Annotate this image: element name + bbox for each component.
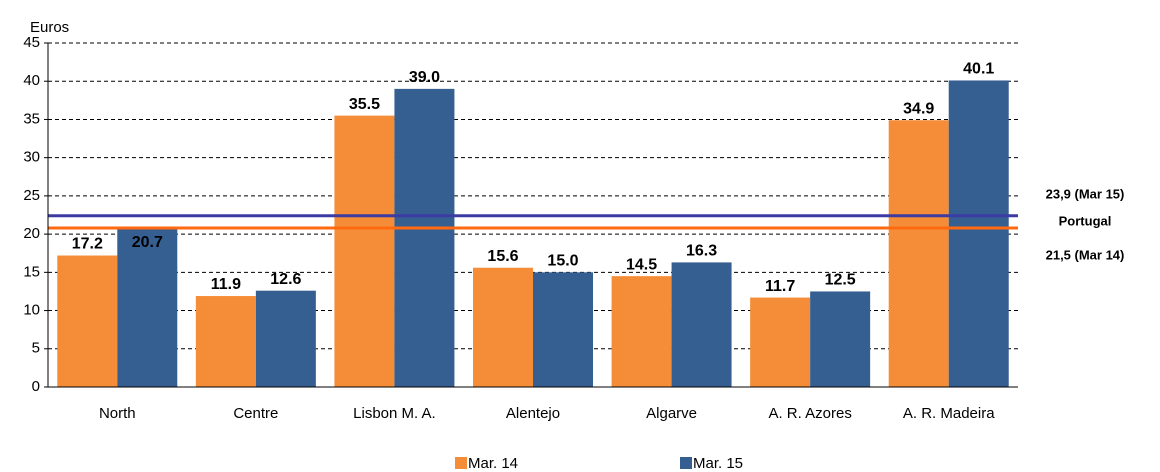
annotation: 21,5 (Mar 14) — [1046, 247, 1125, 262]
legend-label: Mar. 14 — [468, 455, 518, 472]
value-label: 15.6 — [487, 248, 518, 265]
bar — [671, 262, 732, 387]
value-label: 11.9 — [211, 276, 241, 293]
bar — [195, 296, 256, 387]
x-tick-label: North — [99, 405, 136, 422]
bar — [948, 80, 1009, 388]
y-tick-label: 15 — [23, 263, 40, 280]
value-label: 15.0 — [547, 253, 578, 270]
x-tick-label: A. R. Azores — [768, 405, 851, 422]
value-label: 14.5 — [626, 256, 657, 273]
bar — [611, 276, 672, 387]
y-tick-label: 10 — [23, 302, 40, 319]
bar — [394, 88, 455, 387]
y-tick-label: 25 — [23, 187, 40, 204]
y-tick-label: 30 — [23, 149, 40, 166]
value-label: 11.7 — [765, 278, 795, 295]
y-tick-label: 0 — [32, 378, 40, 395]
value-label: 16.3 — [686, 243, 717, 260]
bar — [533, 272, 593, 387]
value-label: 20.7 — [132, 234, 163, 251]
legend-swatch — [680, 457, 692, 469]
x-tick-label: Centre — [233, 405, 278, 422]
bar — [255, 290, 316, 387]
bar — [473, 267, 533, 387]
value-label: 40.1 — [963, 61, 994, 78]
bar — [750, 297, 811, 387]
value-label: 34.9 — [903, 100, 934, 117]
annotation: 23,9 (Mar 15) — [1046, 186, 1125, 201]
value-label: 12.6 — [270, 271, 301, 288]
y-tick-label: 5 — [32, 340, 40, 357]
x-tick-label: Algarve — [646, 405, 697, 422]
bar — [57, 255, 118, 387]
annotation: Portugal — [1059, 213, 1112, 228]
legend-label: Mar. 15 — [693, 455, 743, 472]
value-label: 39.0 — [409, 69, 440, 86]
value-label: 17.2 — [72, 236, 103, 253]
value-label: 12.5 — [825, 272, 856, 289]
legend-swatch — [455, 457, 467, 469]
y-axis-label: Euros — [30, 19, 69, 36]
x-tick-label: Lisbon M. A. — [353, 405, 436, 422]
y-tick-label: 35 — [23, 110, 40, 127]
bar — [117, 228, 178, 387]
y-tick-label: 45 — [23, 34, 40, 51]
y-tick-label: 40 — [23, 72, 40, 89]
bar — [888, 120, 949, 387]
y-tick-label: 20 — [23, 225, 40, 242]
x-tick-label: A. R. Madeira — [903, 405, 995, 422]
bar — [810, 291, 871, 387]
x-tick-label: Alentejo — [506, 405, 560, 422]
value-label: 35.5 — [349, 96, 380, 113]
bar — [334, 115, 395, 387]
